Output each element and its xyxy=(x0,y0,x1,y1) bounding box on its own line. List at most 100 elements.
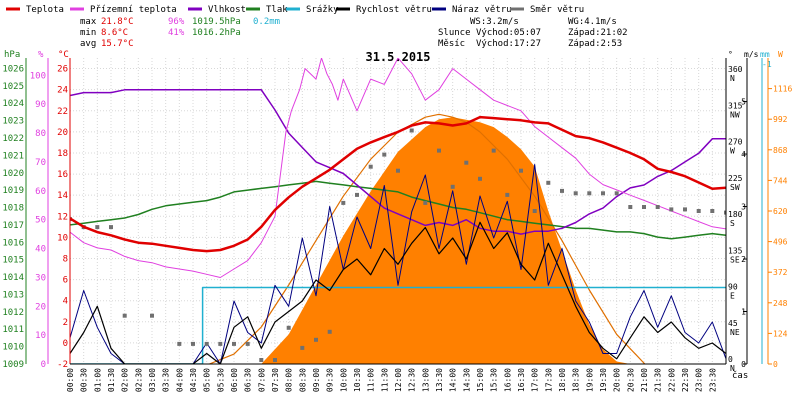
time-tick-label: 20:00 xyxy=(613,368,622,392)
stat-value: max xyxy=(80,17,97,27)
wind-direction-point xyxy=(642,205,646,209)
direction-tick-value: 90 xyxy=(728,283,738,292)
direction-unit: ° xyxy=(728,50,733,59)
wind-direction-point xyxy=(669,207,674,212)
wind-direction-point xyxy=(450,184,455,189)
legend-label: Srážky xyxy=(306,5,339,15)
stat-value: 0.2mm xyxy=(253,17,280,27)
temperature-tick-label: 6 xyxy=(63,276,68,286)
direction-tick-value: 45 xyxy=(728,319,738,328)
temperature-tick-label: 14 xyxy=(57,191,68,201)
time-tick-label: 09:30 xyxy=(326,368,335,392)
wind-direction-point xyxy=(286,325,291,330)
precipitation-line xyxy=(70,286,726,364)
pressure-tick-label: 1020 xyxy=(2,169,24,179)
wind-wg: WG:4.1m/s xyxy=(568,17,617,27)
wind-direction-point xyxy=(368,164,373,169)
wind-direction-point xyxy=(273,358,277,362)
pressure-unit: hPa xyxy=(4,50,20,60)
temperature-tick-label: 8 xyxy=(63,254,68,264)
wind-direction-point xyxy=(122,313,127,318)
time-tick-label: 21:30 xyxy=(654,368,663,392)
time-unit: čas xyxy=(732,370,748,381)
legend-label: Přízemní teplota xyxy=(90,5,177,15)
moon-rise: Východ:17:27 xyxy=(476,39,541,49)
time-tick-label: 14:00 xyxy=(449,368,458,392)
wind-gust-line xyxy=(70,164,726,364)
wind-direction-point xyxy=(464,160,469,165)
time-tick-label: 13:30 xyxy=(435,368,444,392)
time-tick-label: 06:00 xyxy=(230,368,239,392)
chart-axes: 1009101010111012101310141015101610171018… xyxy=(2,50,792,392)
temperature-tick-label: 22 xyxy=(57,107,68,117)
ground-temperature-line xyxy=(70,58,726,278)
solar-tick-label: 1116 xyxy=(773,85,792,94)
temperature-tick-label: 0 xyxy=(63,339,68,349)
solar-tick-label: 868 xyxy=(773,146,788,155)
humidity-tick-label: 30 xyxy=(35,273,46,283)
stat-value: 1016.2hPa xyxy=(192,28,241,38)
solar-tick-label: 248 xyxy=(773,299,788,308)
wind-direction-point xyxy=(95,225,100,230)
wind-direction-point xyxy=(724,210,726,215)
direction-tick-value: 0 xyxy=(728,355,733,364)
direction-tick-value: 180 xyxy=(728,210,743,219)
pressure-tick-label: 1009 xyxy=(2,360,24,370)
pressure-tick-label: 1017 xyxy=(2,221,24,231)
temperature-tick-label: 12 xyxy=(57,212,68,222)
humidity-unit: % xyxy=(38,50,44,60)
wind-direction-point xyxy=(396,168,400,173)
wind-direction-point xyxy=(355,192,359,197)
pressure-line xyxy=(70,180,726,240)
sun-set: Západ:21:02 xyxy=(568,28,628,38)
wind-direction-point xyxy=(587,191,592,196)
humidity-tick-label: 60 xyxy=(35,187,46,197)
wind-direction-point xyxy=(327,329,332,334)
wind-direction-point xyxy=(478,176,482,181)
time-tick-label: 03:00 xyxy=(148,368,157,392)
wind-tick-label: 5 xyxy=(741,98,746,107)
direction-tick-cardinal: E xyxy=(730,292,735,301)
temperature-tick-label: -2 xyxy=(57,360,68,370)
time-tick-label: 06:30 xyxy=(244,368,253,392)
wind-tick-label: 4 xyxy=(741,150,746,159)
wind-direction-point xyxy=(423,200,428,205)
time-tick-label: 17:30 xyxy=(544,368,553,392)
pressure-tick-label: 1019 xyxy=(2,186,24,196)
wind-direction-point xyxy=(710,209,715,213)
temperature-tick-label: 10 xyxy=(57,233,68,243)
wind-direction-point xyxy=(232,341,236,346)
time-tick-label: 16:00 xyxy=(503,368,512,392)
time-tick-label: 09:00 xyxy=(312,368,321,392)
humidity-tick-label: 0 xyxy=(41,360,46,370)
time-tick-label: 00:30 xyxy=(80,368,89,392)
time-tick-label: 22:00 xyxy=(667,368,676,392)
humidity-line xyxy=(70,89,726,235)
pressure-tick-label: 1015 xyxy=(2,256,24,266)
sun-label: Slunce xyxy=(438,28,471,38)
solar-tick-label: 992 xyxy=(773,115,788,124)
solar-tick-label: 496 xyxy=(773,238,788,247)
time-tick-label: 04:30 xyxy=(189,368,198,392)
time-tick-label: 02:00 xyxy=(121,368,130,392)
wind-direction-point xyxy=(150,313,154,318)
legend-label: Teplota xyxy=(26,5,64,15)
wind-speed-line xyxy=(70,221,726,364)
stat-value: 41% xyxy=(168,28,185,38)
stat-value: 96% xyxy=(168,17,185,27)
wind-ws: WS:3.2m/s xyxy=(470,17,519,27)
wind-direction-point xyxy=(573,191,578,196)
wind-direction-point xyxy=(382,152,387,157)
direction-tick-value: 225 xyxy=(728,174,743,183)
humidity-tick-label: 50 xyxy=(35,216,46,226)
humidity-tick-label: 100 xyxy=(30,71,46,81)
wind-direction-point xyxy=(683,207,687,212)
temperature-tick-label: 16 xyxy=(57,170,68,180)
time-tick-label: 16:30 xyxy=(517,368,526,392)
time-tick-label: 04:00 xyxy=(175,368,184,392)
pressure-tick-label: 1013 xyxy=(2,290,24,300)
wind-direction-point xyxy=(191,341,195,346)
time-tick-label: 03:30 xyxy=(162,368,171,392)
direction-tick-value: 135 xyxy=(728,246,743,255)
time-tick-label: 10:00 xyxy=(339,368,348,392)
